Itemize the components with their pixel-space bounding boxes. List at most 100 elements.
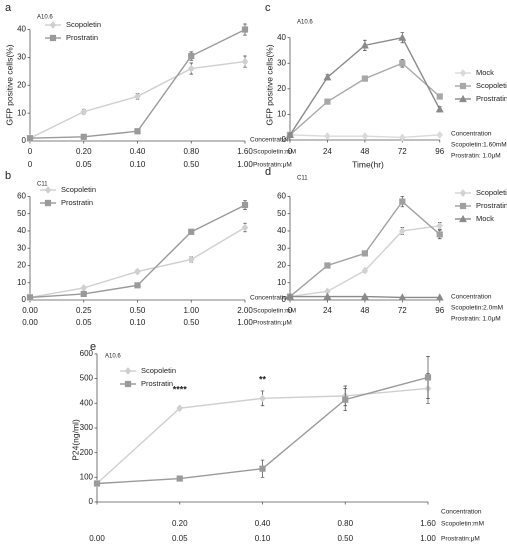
x-tick-label: 0.05 — [172, 534, 188, 543]
marker — [361, 266, 369, 275]
x-tick-label: 96 — [435, 306, 444, 315]
marker — [323, 73, 332, 81]
y-tick-label: 60 — [277, 192, 286, 201]
marker — [134, 282, 141, 289]
legend-label: Scopoletin — [61, 185, 96, 194]
marker — [176, 404, 184, 413]
x-axis-title: Concentration — [250, 137, 291, 144]
y-axis-title: GFP positive cells(%) — [264, 44, 274, 125]
marker — [399, 198, 406, 205]
panel: e A10.6 P24(ng/ml) 0 100 200 300 400 500 600 0.20 0… — [70, 341, 484, 543]
x-axis-title: Concentration — [441, 509, 482, 516]
marker — [435, 293, 444, 301]
panel-letter: e — [90, 341, 96, 353]
y-tick-label: 40 — [17, 25, 26, 34]
x-tick-label: 0.00 — [89, 534, 105, 543]
marker — [187, 255, 195, 264]
x-tick-label: 1.00 — [237, 318, 253, 327]
y-tick-label: 20 — [277, 84, 286, 93]
y-tick-label: 0 — [282, 295, 287, 304]
x-tick-label: 1.00 — [237, 160, 253, 169]
series-line — [289, 36, 441, 136]
x-tick-label: 0 — [288, 147, 293, 156]
x-tick-label: 1.60 — [420, 519, 436, 528]
inset-label: A10.6 — [37, 15, 53, 21]
marker — [286, 292, 294, 300]
y-tick-label: 0 — [282, 135, 287, 144]
y-tick-label: 10 — [17, 108, 26, 117]
panel-letter: d — [265, 166, 271, 178]
legend-label: Scopoletin — [476, 188, 507, 197]
x-axis-title: Concentration — [250, 295, 291, 302]
legend-label: Mock — [476, 214, 494, 223]
y-tick-label: 20 — [17, 261, 26, 270]
marker — [134, 128, 141, 135]
x-row-name: Scopoletin:mM — [441, 521, 484, 528]
note: Prostratin: 1.0μM — [451, 316, 501, 323]
legend-label: Prostratin — [476, 201, 507, 210]
x-tick-label: 0 — [28, 160, 33, 169]
inset-label: A10.6 — [105, 354, 121, 360]
marker — [459, 82, 467, 90]
y-tick-label: 50 — [277, 209, 286, 218]
y-axis-title: GFP positive cells(%) — [4, 44, 14, 125]
x-row-name: Scopoletin:mM — [253, 308, 296, 315]
legend-label: Prostratin — [61, 198, 93, 207]
marker — [124, 367, 132, 375]
x-axis-title: Time(hr) — [352, 159, 384, 169]
marker — [459, 202, 467, 210]
marker — [26, 294, 34, 301]
note: Concentration — [451, 131, 492, 138]
legend-label: Prostratin — [141, 379, 173, 388]
marker — [361, 250, 368, 257]
x-tick-label: 0.10 — [130, 160, 146, 169]
x-tick-label: 0.40 — [130, 147, 146, 156]
x-tick-label: 0.40 — [255, 519, 271, 528]
legend-label: Scopoletin — [476, 81, 507, 90]
y-tick-label: 0 — [22, 136, 27, 145]
x-tick-label: 0.10 — [255, 534, 271, 543]
marker — [188, 52, 195, 60]
marker — [241, 57, 249, 66]
marker — [398, 293, 407, 301]
marker — [80, 290, 87, 298]
series-line — [289, 200, 441, 298]
marker — [399, 227, 406, 235]
y-tick-label: 10 — [277, 110, 286, 119]
legend-label: Scopoletin — [66, 20, 101, 29]
panel: a A10.6 GFP positive cells(%) 0 10 20 30 40 0 0.2… — [4, 2, 296, 169]
panel-letter: b — [5, 170, 11, 182]
marker — [459, 214, 467, 223]
marker — [459, 69, 467, 77]
marker — [360, 292, 369, 300]
marker — [361, 132, 369, 141]
x-tick-label: 0.50 — [183, 160, 199, 169]
y-tick-label: 40 — [17, 226, 26, 235]
marker — [360, 41, 369, 49]
panel-letter: a — [5, 2, 12, 14]
marker — [435, 105, 444, 113]
marker — [459, 189, 467, 197]
marker — [436, 131, 444, 139]
x-tick-label: 0.10 — [130, 318, 146, 327]
marker — [361, 75, 368, 82]
x-tick-label: 0.20 — [76, 147, 92, 156]
y-tick-label: 600 — [80, 349, 94, 358]
marker — [80, 107, 88, 116]
marker — [286, 130, 294, 138]
note: Scopoletin:2.0mM — [451, 305, 503, 312]
marker — [323, 292, 332, 300]
marker — [44, 199, 52, 207]
y-tick-label: 20 — [17, 80, 26, 89]
marker — [342, 396, 349, 403]
marker — [241, 223, 249, 232]
y-tick-label: 50 — [17, 209, 26, 218]
y-tick-label: 30 — [17, 53, 26, 62]
y-tick-label: 0 — [89, 497, 94, 506]
x-tick-label: 48 — [360, 147, 369, 156]
marker — [436, 93, 443, 100]
legend-label: Prostratin — [66, 33, 98, 42]
marker — [49, 21, 57, 29]
marker — [80, 284, 88, 292]
